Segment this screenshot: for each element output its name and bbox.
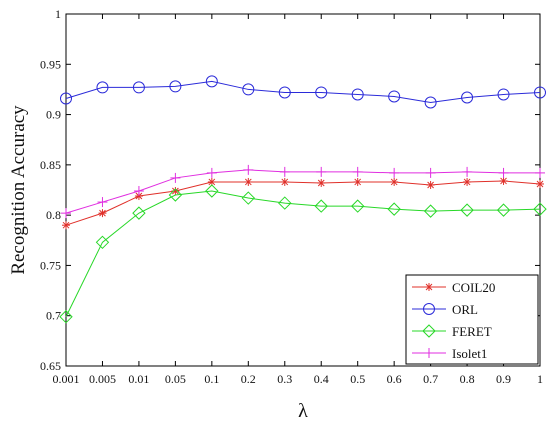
x-tick-label: 0.005	[89, 372, 116, 386]
x-tick-label: 0.9	[496, 372, 511, 386]
data-point	[500, 177, 508, 185]
x-tick-label: 0.001	[53, 372, 80, 386]
x-tick-label: 0.5	[350, 372, 365, 386]
data-point	[354, 178, 362, 186]
legend-label: FERET	[452, 324, 492, 339]
y-axis-title: Recognition Accuracy	[8, 105, 29, 275]
y-tick-label: 0.9	[46, 108, 61, 122]
y-tick-label: 0.7	[46, 309, 61, 323]
data-point	[244, 178, 252, 186]
x-tick-label: 0.8	[460, 372, 475, 386]
data-point	[171, 187, 179, 195]
x-tick-label: 0.3	[277, 372, 292, 386]
x-axis-title: λ	[298, 400, 308, 422]
y-tick-label: 0.65	[40, 359, 61, 373]
x-tick-label: 0.7	[423, 372, 438, 386]
x-tick-label: 1	[537, 372, 543, 386]
data-point	[281, 178, 289, 186]
legend: COIL20 ORL FERET Isolet1	[406, 275, 538, 364]
data-point	[536, 180, 544, 188]
legend-label: COIL20	[452, 280, 495, 295]
x-tick-label: 0.6	[387, 372, 402, 386]
y-tick-label: 0.85	[40, 158, 61, 172]
x-tick-label: 0.05	[165, 372, 186, 386]
y-tick-label: 1	[55, 7, 61, 21]
legend-label: ORL	[452, 302, 478, 317]
x-tick-label: 0.1	[204, 372, 219, 386]
data-point	[317, 179, 325, 187]
x-tick-label: 0.01	[128, 372, 149, 386]
data-point	[62, 221, 70, 229]
data-point	[427, 181, 435, 189]
x-tick-label: 0.4	[314, 372, 329, 386]
data-point	[463, 178, 471, 186]
y-tick-label: 0.75	[40, 258, 61, 272]
y-tick-label: 0.8	[46, 208, 61, 222]
data-point	[390, 178, 398, 186]
y-tick-label: 0.95	[40, 57, 61, 71]
legend-label: Isolet1	[452, 346, 487, 361]
legend-marker	[425, 283, 433, 291]
x-tick-label: 0.2	[241, 372, 256, 386]
data-point	[98, 209, 106, 217]
